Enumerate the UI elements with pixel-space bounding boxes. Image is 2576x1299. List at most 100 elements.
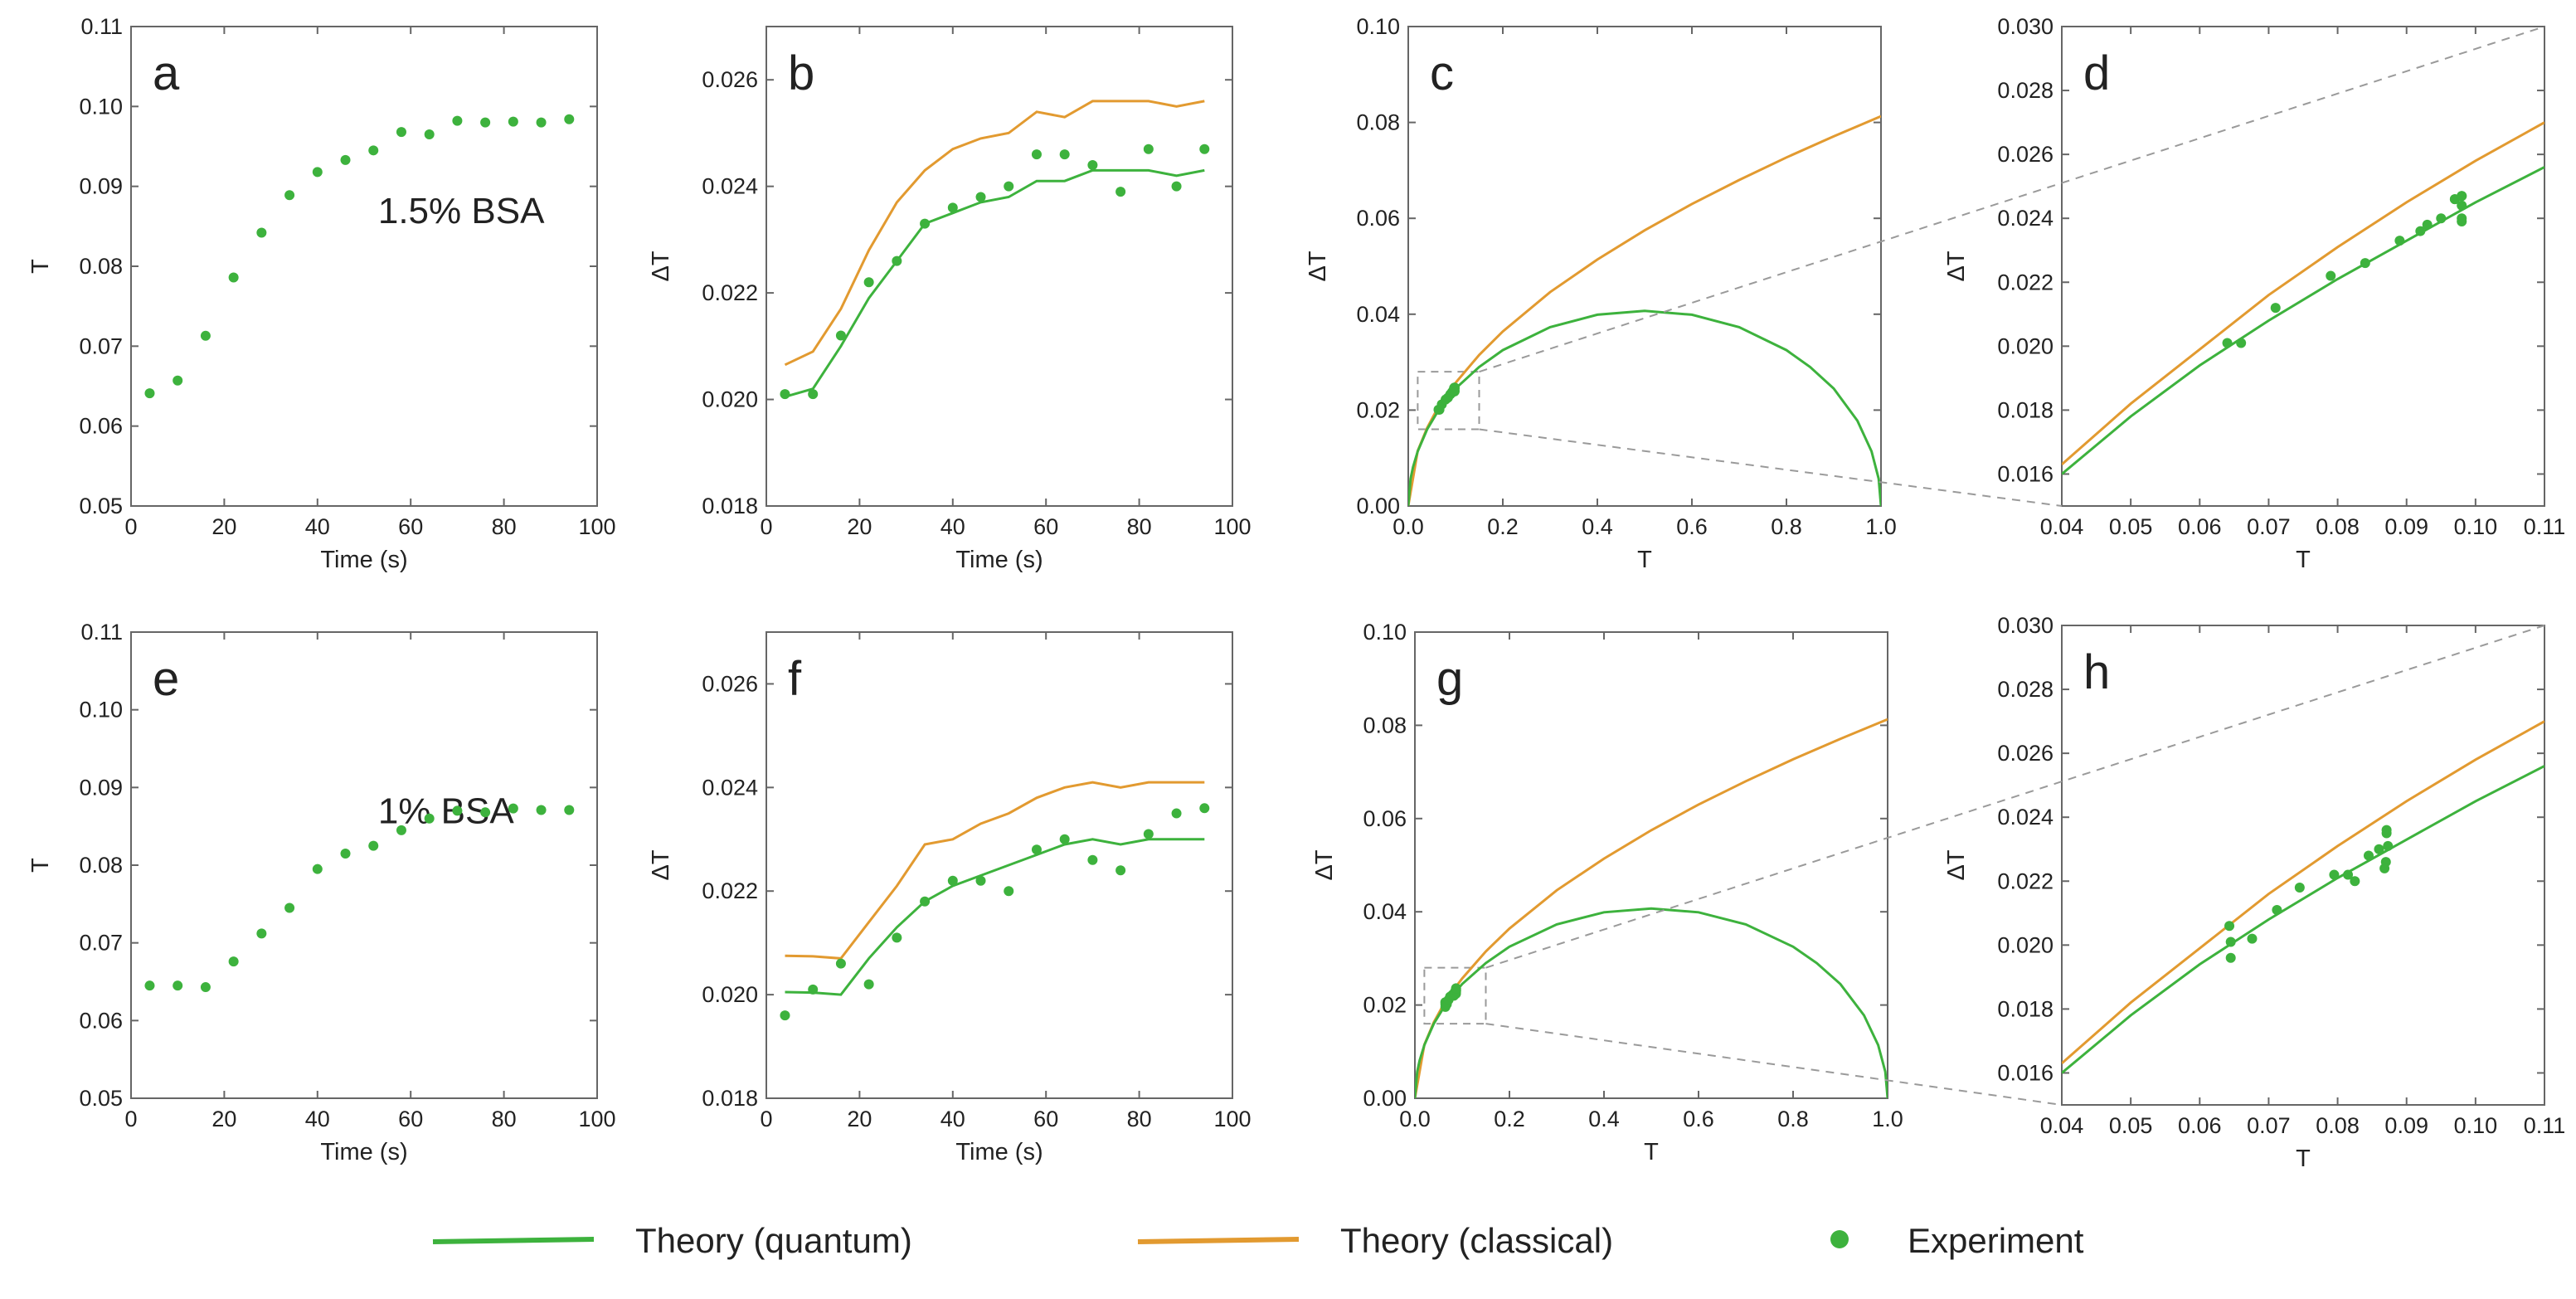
experiment-point xyxy=(1171,808,1182,819)
experiment-point xyxy=(2224,921,2235,932)
plot-frame xyxy=(2061,26,2545,507)
experiment-point xyxy=(1059,834,1070,844)
y-tick-label: 0.022 xyxy=(702,280,758,305)
classical-theory-line xyxy=(2062,121,2544,466)
x-tick-label: 0.08 xyxy=(2316,1113,2360,1138)
experiment-point xyxy=(284,190,295,201)
experiment-point xyxy=(368,840,379,851)
y-tick-label: 0.02 xyxy=(1356,397,1400,422)
experiment-point xyxy=(2350,876,2360,887)
classical-theory-line xyxy=(785,781,1205,960)
experiment-point xyxy=(480,117,491,128)
panel-label: e xyxy=(153,652,179,706)
y-tick-label: 0.02 xyxy=(1363,993,1407,1018)
experiment-point xyxy=(564,114,575,124)
legend-item-classical: Theory (classical) xyxy=(1137,1221,1613,1260)
y-tick-label: 0.05 xyxy=(79,494,123,518)
y-tick-label: 0.04 xyxy=(1363,899,1407,924)
experiment-point xyxy=(2363,850,2374,861)
experiment-point xyxy=(564,805,575,815)
x-tick-label: 80 xyxy=(1127,1107,1152,1131)
y-tick-label: 0.028 xyxy=(1997,677,2054,702)
y-tick-label: 0.026 xyxy=(702,67,758,92)
x-tick-label: 0.04 xyxy=(2040,514,2084,539)
x-tick-label: 0.8 xyxy=(1777,1107,1809,1131)
y-axis-title: ΔT xyxy=(1943,849,1970,880)
x-tick-label: 40 xyxy=(940,1107,965,1131)
panel-d: 0.04 0.05 0.06 0.07 0.08 0.09 0.10 0.11 0.016 0.0… xyxy=(1943,14,2565,573)
experiment-point xyxy=(536,117,547,128)
experiment-point xyxy=(1143,829,1154,839)
y-tick-label: 0.06 xyxy=(79,414,123,439)
experiment-point xyxy=(256,227,267,238)
legend-label-experiment: Experiment xyxy=(1908,1221,2084,1260)
experiment-point xyxy=(2457,213,2467,224)
experiment-point xyxy=(1115,187,1126,197)
experiment-point xyxy=(1449,382,1460,393)
experiment-point xyxy=(452,805,463,816)
quantum-theory-line xyxy=(2062,765,2544,1074)
experiment-point xyxy=(1004,181,1014,192)
experiment-point xyxy=(2236,338,2247,348)
experiment-point xyxy=(1451,983,1461,994)
legend-marker-experiment xyxy=(1830,1230,1849,1248)
x-tick-label: 80 xyxy=(492,1107,517,1131)
panel-c: 0.0 0.2 0.4 0.6 0.8 1.0 0.00 0.02 0.04 0.06 0.08 0.… xyxy=(1305,14,1897,573)
plot-frame xyxy=(1407,26,1882,507)
x-tick-label: 100 xyxy=(578,514,615,539)
experiment-point xyxy=(1087,159,1098,170)
y-tick-label: 0.020 xyxy=(702,387,758,412)
x-tick-label: 1.0 xyxy=(1865,514,1897,539)
x-tick-label: 0.6 xyxy=(1683,1107,1714,1131)
x-tick-label: 60 xyxy=(1033,514,1058,539)
panel-label: b xyxy=(788,46,814,100)
bsa-annotation: 1% BSA xyxy=(378,791,515,831)
x-tick-label: 20 xyxy=(847,1107,872,1131)
x-tick-label: 0.8 xyxy=(1771,514,1802,539)
experiment-point xyxy=(396,825,406,835)
y-tick-label: 0.00 xyxy=(1363,1086,1407,1111)
x-tick-label: 0.09 xyxy=(2384,514,2428,539)
panel-a: 0 20 40 60 80 100 0.05 0.06 0.07 0.08 0.09 0.10 0.11… xyxy=(27,14,616,573)
x-tick-label: 0.05 xyxy=(2109,514,2153,539)
experiment-point xyxy=(892,932,902,943)
plot-frame xyxy=(766,26,1233,507)
y-tick-label: 0.05 xyxy=(79,1086,123,1111)
experiment-point xyxy=(284,902,295,913)
experiment-point xyxy=(1143,144,1154,154)
experiment-point xyxy=(2270,303,2281,314)
x-axis-title: T xyxy=(2296,547,2311,573)
x-axis-title: T xyxy=(1637,547,1652,573)
y-tick-label: 0.07 xyxy=(79,931,123,956)
experiment-point xyxy=(312,167,323,178)
y-axis-title: ΔT xyxy=(1943,251,1970,281)
experiment-point xyxy=(2457,200,2467,211)
experiment-point xyxy=(2294,882,2305,893)
x-tick-label: 40 xyxy=(940,514,965,539)
y-tick-label: 0.018 xyxy=(702,494,758,518)
x-tick-label: 60 xyxy=(398,1107,423,1131)
y-tick-label: 0.018 xyxy=(702,1086,758,1111)
y-tick-label: 0.030 xyxy=(1997,613,2054,638)
x-tick-label: 0.06 xyxy=(2178,514,2222,539)
classical-theory-line xyxy=(2062,720,2544,1065)
x-axis-title: T xyxy=(2296,1146,2311,1172)
experiment-point xyxy=(1031,149,1042,160)
panel-label: c xyxy=(1430,46,1454,100)
experiment-point xyxy=(424,129,435,140)
legend-swatch-quantum xyxy=(432,1237,595,1244)
y-tick-label: 0.026 xyxy=(1997,142,2054,167)
experiment-point xyxy=(975,192,986,202)
y-tick-label: 0.09 xyxy=(79,775,123,800)
plot-frame xyxy=(766,631,1233,1099)
experiment-point xyxy=(1059,149,1070,160)
y-tick-label: 0.08 xyxy=(79,853,123,878)
quantum-theory-line xyxy=(785,838,1205,996)
experiment-point xyxy=(256,928,267,939)
y-tick-label: 0.09 xyxy=(79,174,123,199)
x-tick-label: 0 xyxy=(760,514,772,539)
experiment-point xyxy=(780,389,790,400)
x-tick-label: 0.4 xyxy=(1588,1107,1620,1131)
panel-label: h xyxy=(2083,645,2110,699)
experiment-point xyxy=(2436,213,2447,224)
